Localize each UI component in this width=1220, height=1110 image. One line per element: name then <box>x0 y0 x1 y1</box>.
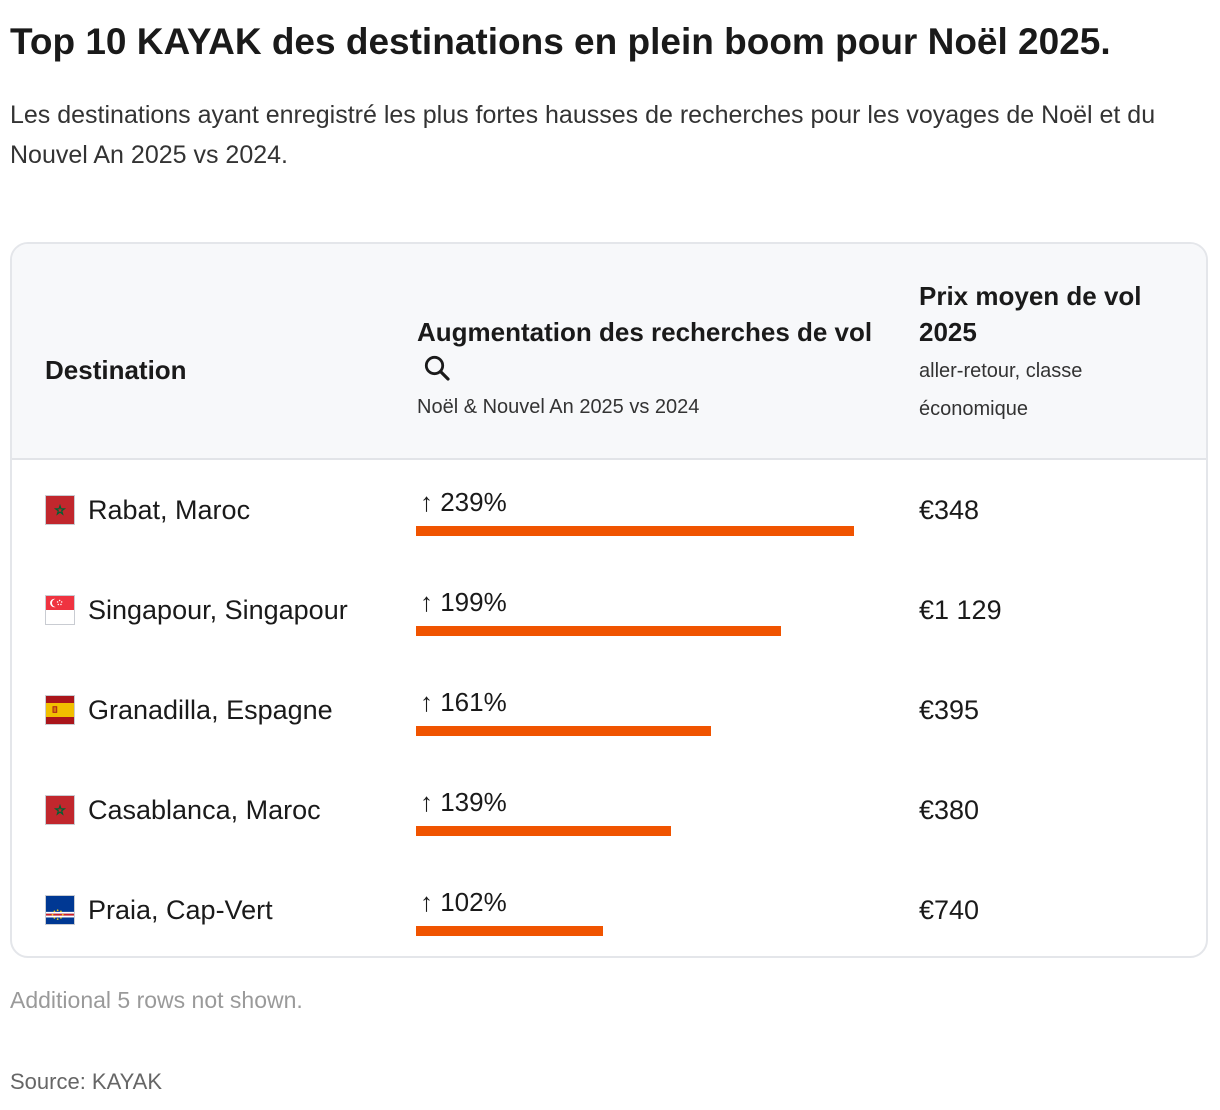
price-label: €740 <box>919 895 980 925</box>
column-header-price-subtitle: aller-retour, classe économique <box>919 360 1083 420</box>
column-header-destination: Destination <box>45 355 187 385</box>
destination-label: Casablanca, Maroc <box>88 795 321 825</box>
column-header-increase: Augmentation des recherches de vol Noël … <box>417 314 877 422</box>
table-row: Singapour, Singapour ↑ 199% €1 129 <box>12 560 1206 660</box>
increase-bar <box>416 726 711 736</box>
spain-flag-icon <box>45 695 75 725</box>
column-header-increase-title: Augmentation des recherches de vol <box>417 314 877 388</box>
source-label: Source: KAYAK <box>10 1069 163 1094</box>
morocco-flag-icon <box>45 795 75 825</box>
price-label: €348 <box>919 495 980 525</box>
destination-label: Rabat, Maroc <box>88 495 251 525</box>
increase-bar <box>416 626 781 636</box>
data-table: Destination Augmentation des recherches … <box>10 242 1208 958</box>
page-subtitle: Les destinations ayant enregistré les pl… <box>10 101 1156 169</box>
price-label: €1 129 <box>919 595 1002 625</box>
rows-hidden-note: Additional 5 rows not shown. <box>10 987 303 1013</box>
increase-bar <box>416 526 854 536</box>
page-title: Top 10 KAYAK des destinations en plein b… <box>10 21 1111 62</box>
column-header-increase-label: Augmentation des recherches de vol <box>417 317 873 347</box>
table-header: Destination Augmentation des recherches … <box>12 244 1206 460</box>
column-header-price-title: Prix moyen de vol 2025 <box>919 281 1142 347</box>
singapore-flag-icon <box>45 595 75 625</box>
price-label: €380 <box>919 795 980 825</box>
bar-value-label: ↑ 199% <box>420 587 507 617</box>
column-header-increase-subtitle: Noël & Nouvel An 2025 vs 2024 <box>417 396 700 418</box>
search-icon <box>424 355 450 381</box>
morocco-flag-icon <box>45 495 75 525</box>
bar-value-label: ↑ 139% <box>420 787 507 817</box>
increase-bar <box>416 826 671 836</box>
bar-value-label: ↑ 102% <box>420 887 507 917</box>
table-row: Casablanca, Maroc ↑ 139% €380 <box>12 760 1206 860</box>
bar-value-label: ↑ 161% <box>420 687 507 717</box>
destination-label: Praia, Cap-Vert <box>88 895 273 925</box>
bar-value-label: ↑ 239% <box>420 487 507 517</box>
table-row: Praia, Cap-Vert ↑ 102% €740 <box>12 860 1206 956</box>
increase-bar <box>416 926 603 936</box>
destination-label: Singapour, Singapour <box>88 595 348 625</box>
column-header-price: Prix moyen de vol 2025 aller-retour, cla… <box>919 278 1189 428</box>
cape-verde-flag-icon <box>45 895 75 925</box>
table-row: Rabat, Maroc ↑ 239% €348 <box>12 460 1206 560</box>
destination-label: Granadilla, Espagne <box>88 695 333 725</box>
table-row: Granadilla, Espagne ↑ 161% €395 <box>12 660 1206 760</box>
price-label: €395 <box>919 695 980 725</box>
